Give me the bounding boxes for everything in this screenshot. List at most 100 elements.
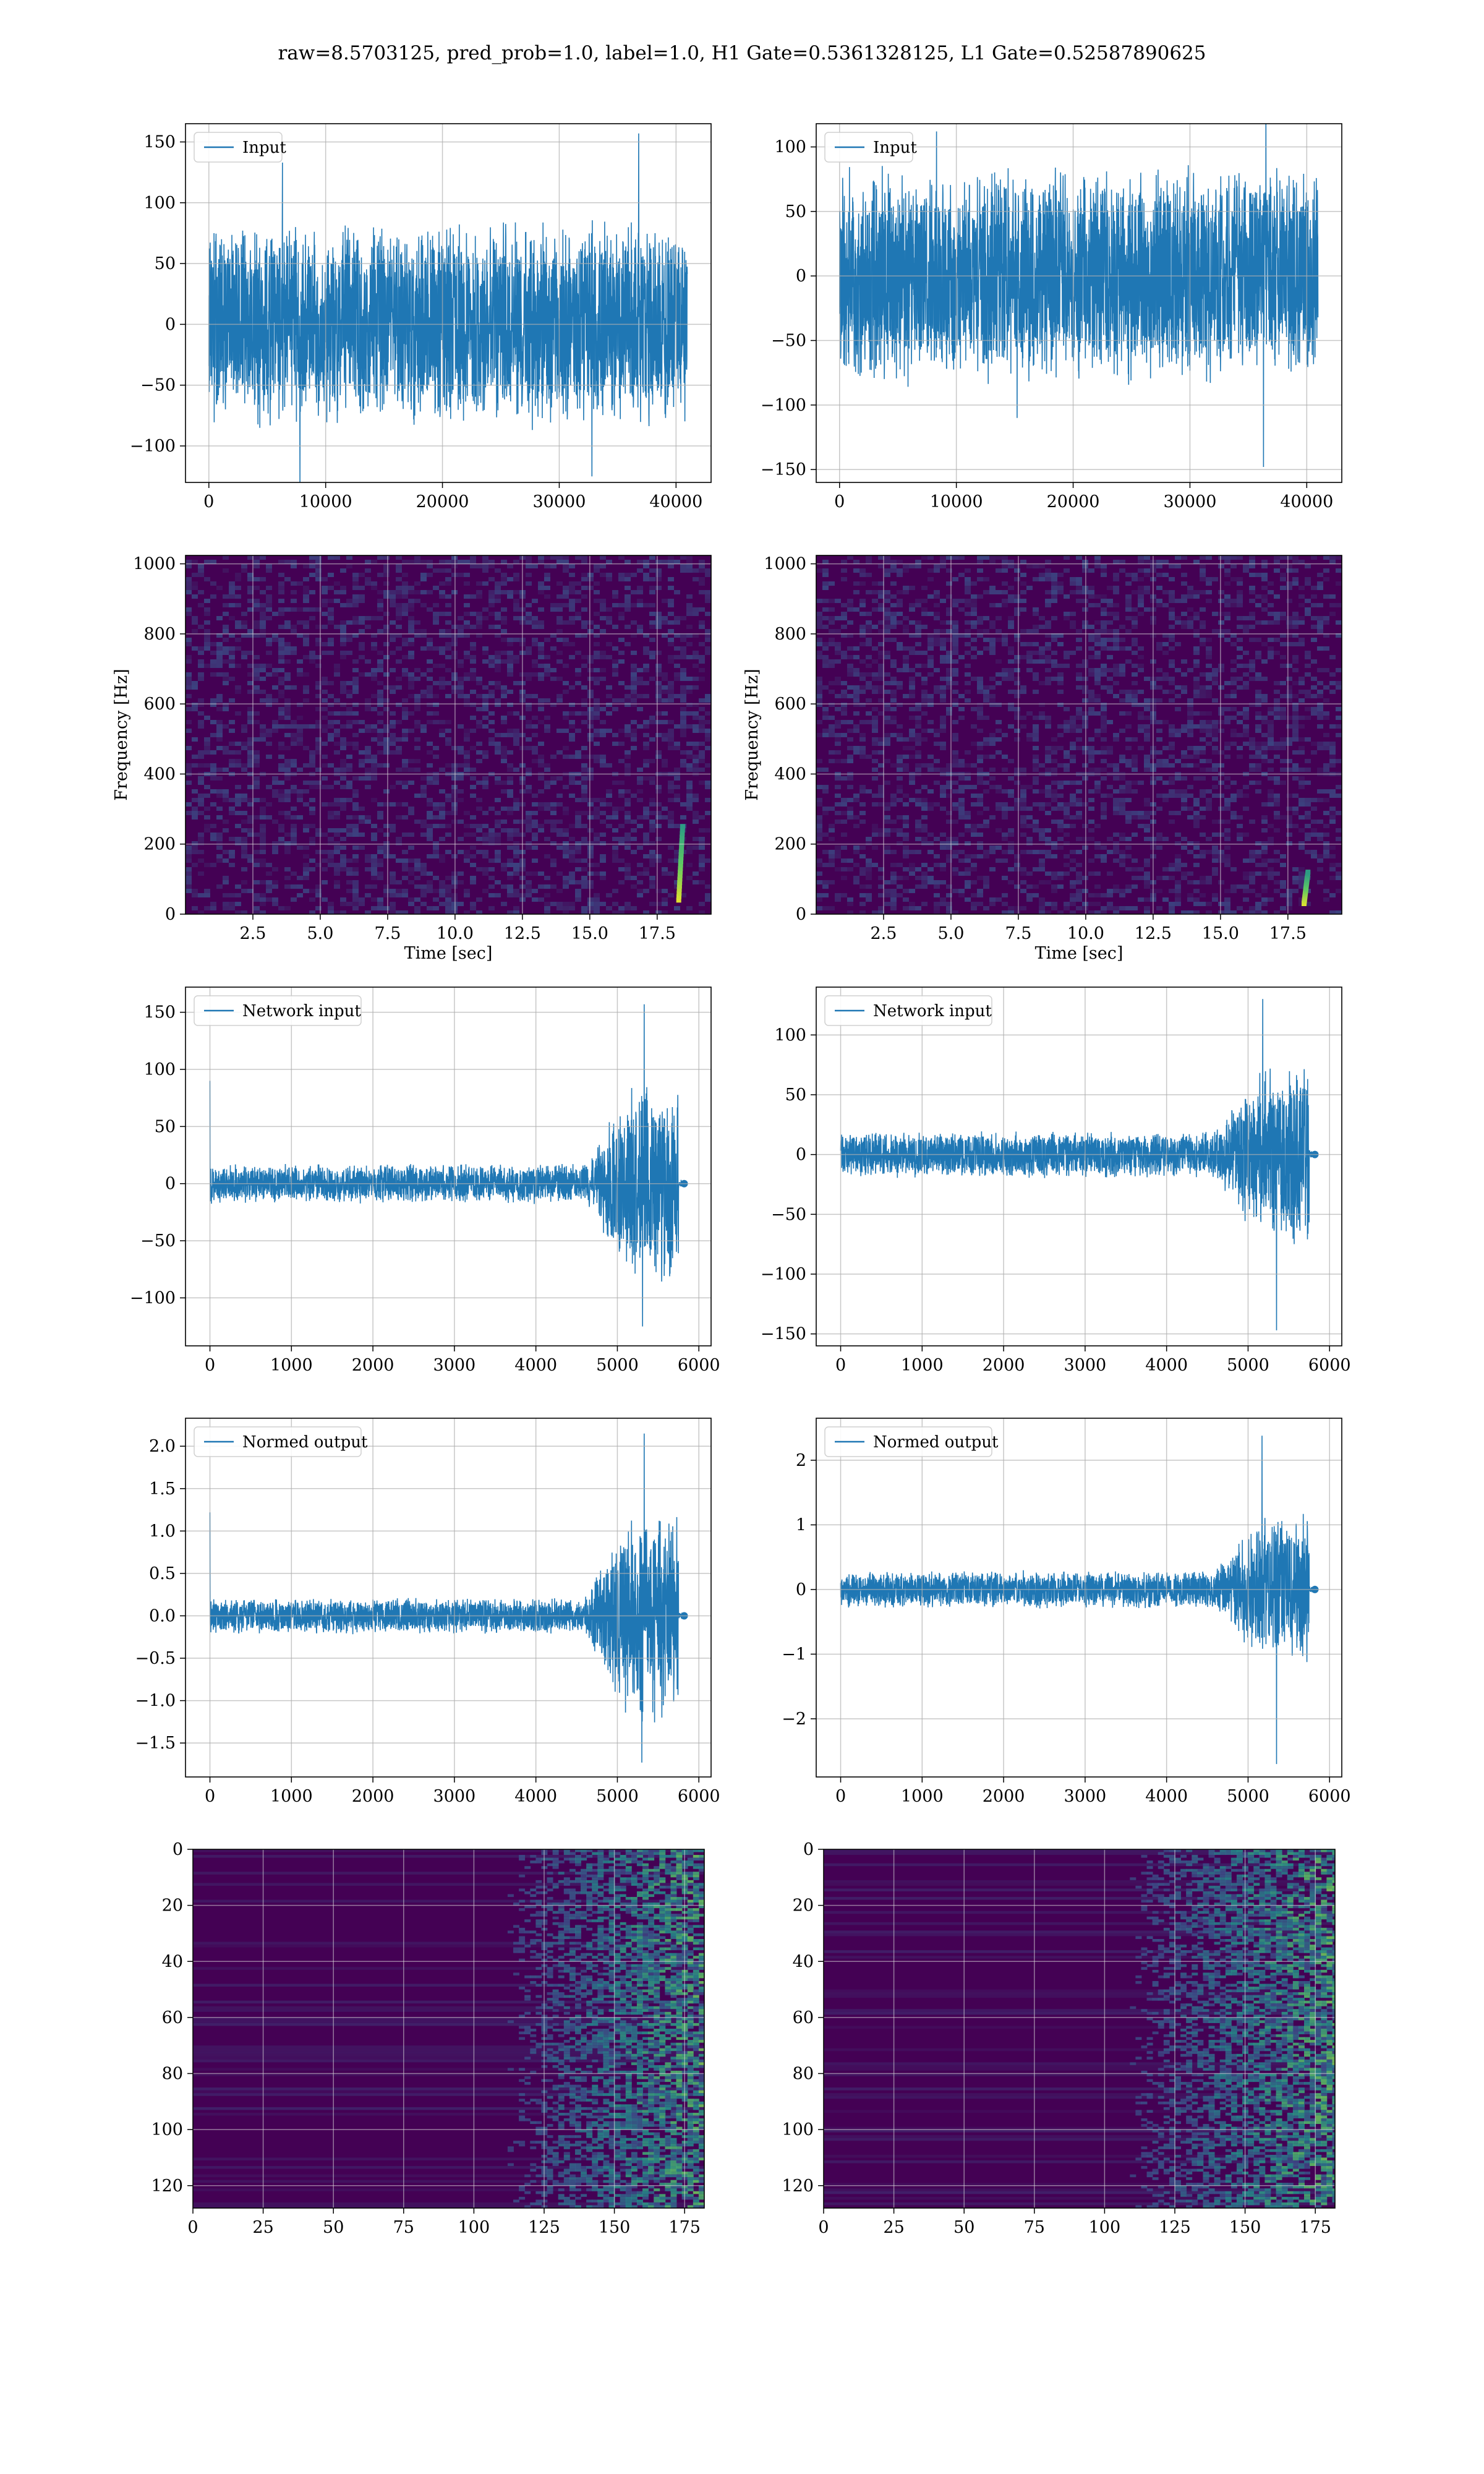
y-tick-label: 100 bbox=[782, 2120, 814, 2139]
x-tick-label: 7.5 bbox=[374, 924, 401, 943]
x-tick-label: 5.0 bbox=[937, 924, 964, 943]
x-axis-label: Time [sec] bbox=[1035, 944, 1124, 963]
h1-feature-map-plot-area bbox=[193, 1849, 704, 2208]
l1-spectrogram-frame bbox=[816, 555, 1342, 915]
l1-network-input-panel: 0 1000 2000 3000 4000 5000 6000 −150 −100 −50 0 50 1… bbox=[761, 987, 1351, 1375]
hotspot-cell bbox=[680, 828, 685, 833]
h1-normed-output-plot-area bbox=[209, 1433, 688, 1763]
x-tick-label: 0 bbox=[835, 1787, 846, 1806]
x-tick-label: 0 bbox=[835, 1356, 846, 1375]
h1-input-frame bbox=[185, 123, 712, 483]
x-tick-label: 150 bbox=[599, 2218, 631, 2237]
l1-normed-output-legend: Normed output bbox=[824, 1426, 999, 1457]
x-tick-label: 3000 bbox=[1064, 1787, 1107, 1806]
y-tick-label: 0 bbox=[796, 1145, 806, 1165]
x-tick-label: 10.0 bbox=[1067, 924, 1104, 943]
x-tick-label: 10000 bbox=[299, 492, 352, 511]
y-tick-label: 800 bbox=[774, 625, 806, 644]
l1-feature-map-frame bbox=[823, 1849, 1336, 2209]
x-tick-label: 0 bbox=[205, 1787, 215, 1806]
y-tick-label: 20 bbox=[793, 1896, 814, 1915]
l1-spectrogram-panel: 2.5 5.0 7.5 10.0 12.5 15.0 17.5 0 200 400 600 800 10… bbox=[743, 555, 1342, 963]
x-tick-label: 30000 bbox=[1163, 492, 1216, 511]
h1-normed-output-series-line bbox=[209, 1433, 683, 1763]
x-tick-label: 15.0 bbox=[571, 924, 608, 943]
y-tick-label: −100 bbox=[130, 1288, 176, 1308]
legend-label: Input bbox=[873, 139, 917, 157]
y-tick-label: 1.5 bbox=[149, 1479, 176, 1499]
x-tick-label: 0 bbox=[834, 492, 845, 511]
y-tick-label: −1.5 bbox=[135, 1734, 176, 1753]
l1-input-series-line bbox=[839, 124, 1319, 468]
x-tick-label: 12.5 bbox=[1135, 924, 1172, 943]
h1-input-panel: 0 10000 20000 30000 40000 −100 −50 0 50 100 150 Inp… bbox=[130, 123, 712, 511]
h1-input-plot-area bbox=[208, 133, 688, 482]
x-tick-label: 4000 bbox=[1145, 1356, 1188, 1375]
legend-box bbox=[194, 132, 283, 163]
l1-input-legend: Input bbox=[824, 132, 917, 163]
x-tick-label: 1000 bbox=[270, 1787, 313, 1806]
page-title: raw=8.5703125, pred_prob=1.0, label=1.0,… bbox=[278, 42, 1206, 64]
h1-feature-map-frame bbox=[192, 1849, 705, 2209]
hotspot-cell bbox=[678, 866, 683, 871]
hotspot-cell bbox=[678, 862, 683, 868]
y-tick-label: 0.5 bbox=[149, 1564, 176, 1583]
x-tick-label: 3000 bbox=[433, 1787, 476, 1806]
h1-network-input-grid bbox=[186, 987, 711, 1346]
x-tick-label: 4000 bbox=[514, 1356, 557, 1375]
x-tick-label: 6000 bbox=[678, 1356, 720, 1375]
x-tick-label: 5000 bbox=[1227, 1356, 1269, 1375]
h1-network-input-plot-area bbox=[209, 1004, 688, 1327]
hotspot-cell bbox=[677, 876, 683, 882]
x-tick-label: 30000 bbox=[532, 492, 586, 511]
hotspot-cell bbox=[680, 831, 685, 836]
hotspot-cell bbox=[676, 891, 682, 896]
y-tick-label: 1000 bbox=[133, 555, 176, 574]
hotspot-cell bbox=[676, 897, 681, 903]
hotspot-cell bbox=[677, 880, 683, 886]
l1-network-input-plot-area bbox=[840, 999, 1319, 1330]
y-tick-label: 800 bbox=[143, 625, 176, 644]
l1-normed-output-panel: 0 1000 2000 3000 4000 5000 6000 −2 −1 0 1 2 Normed o… bbox=[782, 1418, 1351, 1806]
x-tick-label: 6000 bbox=[678, 1787, 720, 1806]
h1-spectrogram-cells bbox=[186, 555, 711, 914]
x-tick-label: 1000 bbox=[901, 1787, 944, 1806]
h1-input-series-line bbox=[208, 133, 688, 482]
y-tick-label: 0 bbox=[165, 1175, 176, 1194]
x-tick-label: 5.0 bbox=[307, 924, 333, 943]
x-tick-label: 5000 bbox=[596, 1787, 639, 1806]
x-tick-label: 1000 bbox=[901, 1356, 944, 1375]
x-tick-label: 40000 bbox=[1280, 492, 1333, 511]
h1-spectrogram-panel: 2.5 5.0 7.5 10.0 12.5 15.0 17.5 0 200 400 600 800 10… bbox=[112, 555, 712, 963]
l1-normed-output-series-line bbox=[840, 1436, 1314, 1765]
legend-box bbox=[824, 995, 992, 1026]
y-tick-label: 100 bbox=[774, 1025, 806, 1045]
y-tick-label: 100 bbox=[151, 2120, 183, 2139]
x-tick-label: 2000 bbox=[983, 1356, 1025, 1375]
x-tick-label: 17.5 bbox=[1269, 924, 1307, 943]
h1-spectrogram-frame bbox=[185, 555, 712, 915]
y-tick-label: 1.0 bbox=[149, 1522, 176, 1541]
x-tick-label: 50 bbox=[323, 2218, 344, 2237]
x-tick-label: 1000 bbox=[270, 1356, 313, 1375]
legend-label: Network input bbox=[873, 1002, 992, 1021]
x-tick-label: 4000 bbox=[1145, 1787, 1188, 1806]
hotspot-cell bbox=[678, 849, 684, 854]
l1-normed-output-grid bbox=[816, 1418, 1342, 1777]
y-tick-label: 1000 bbox=[764, 555, 806, 574]
y-tick-label: −1.0 bbox=[135, 1692, 176, 1711]
y-tick-label: 50 bbox=[785, 1085, 806, 1105]
x-tick-label: 125 bbox=[1159, 2218, 1191, 2237]
y-tick-label: 60 bbox=[162, 2008, 183, 2027]
x-tick-label: 0 bbox=[203, 492, 214, 511]
y-tick-label: −100 bbox=[761, 396, 806, 415]
hotspot-cell bbox=[680, 824, 685, 829]
h1-feature-map-panel: 0 25 50 75 100 125 150 175 0 20 40 60 80 100 120 bbox=[151, 1840, 705, 2237]
x-tick-label: 15.0 bbox=[1202, 924, 1239, 943]
y-tick-label: 2 bbox=[796, 1451, 806, 1470]
y-tick-label: 150 bbox=[143, 132, 176, 152]
y-tick-label: 80 bbox=[793, 2065, 814, 2084]
hotspot-cell bbox=[679, 845, 684, 850]
x-tick-label: 2.5 bbox=[239, 924, 266, 943]
